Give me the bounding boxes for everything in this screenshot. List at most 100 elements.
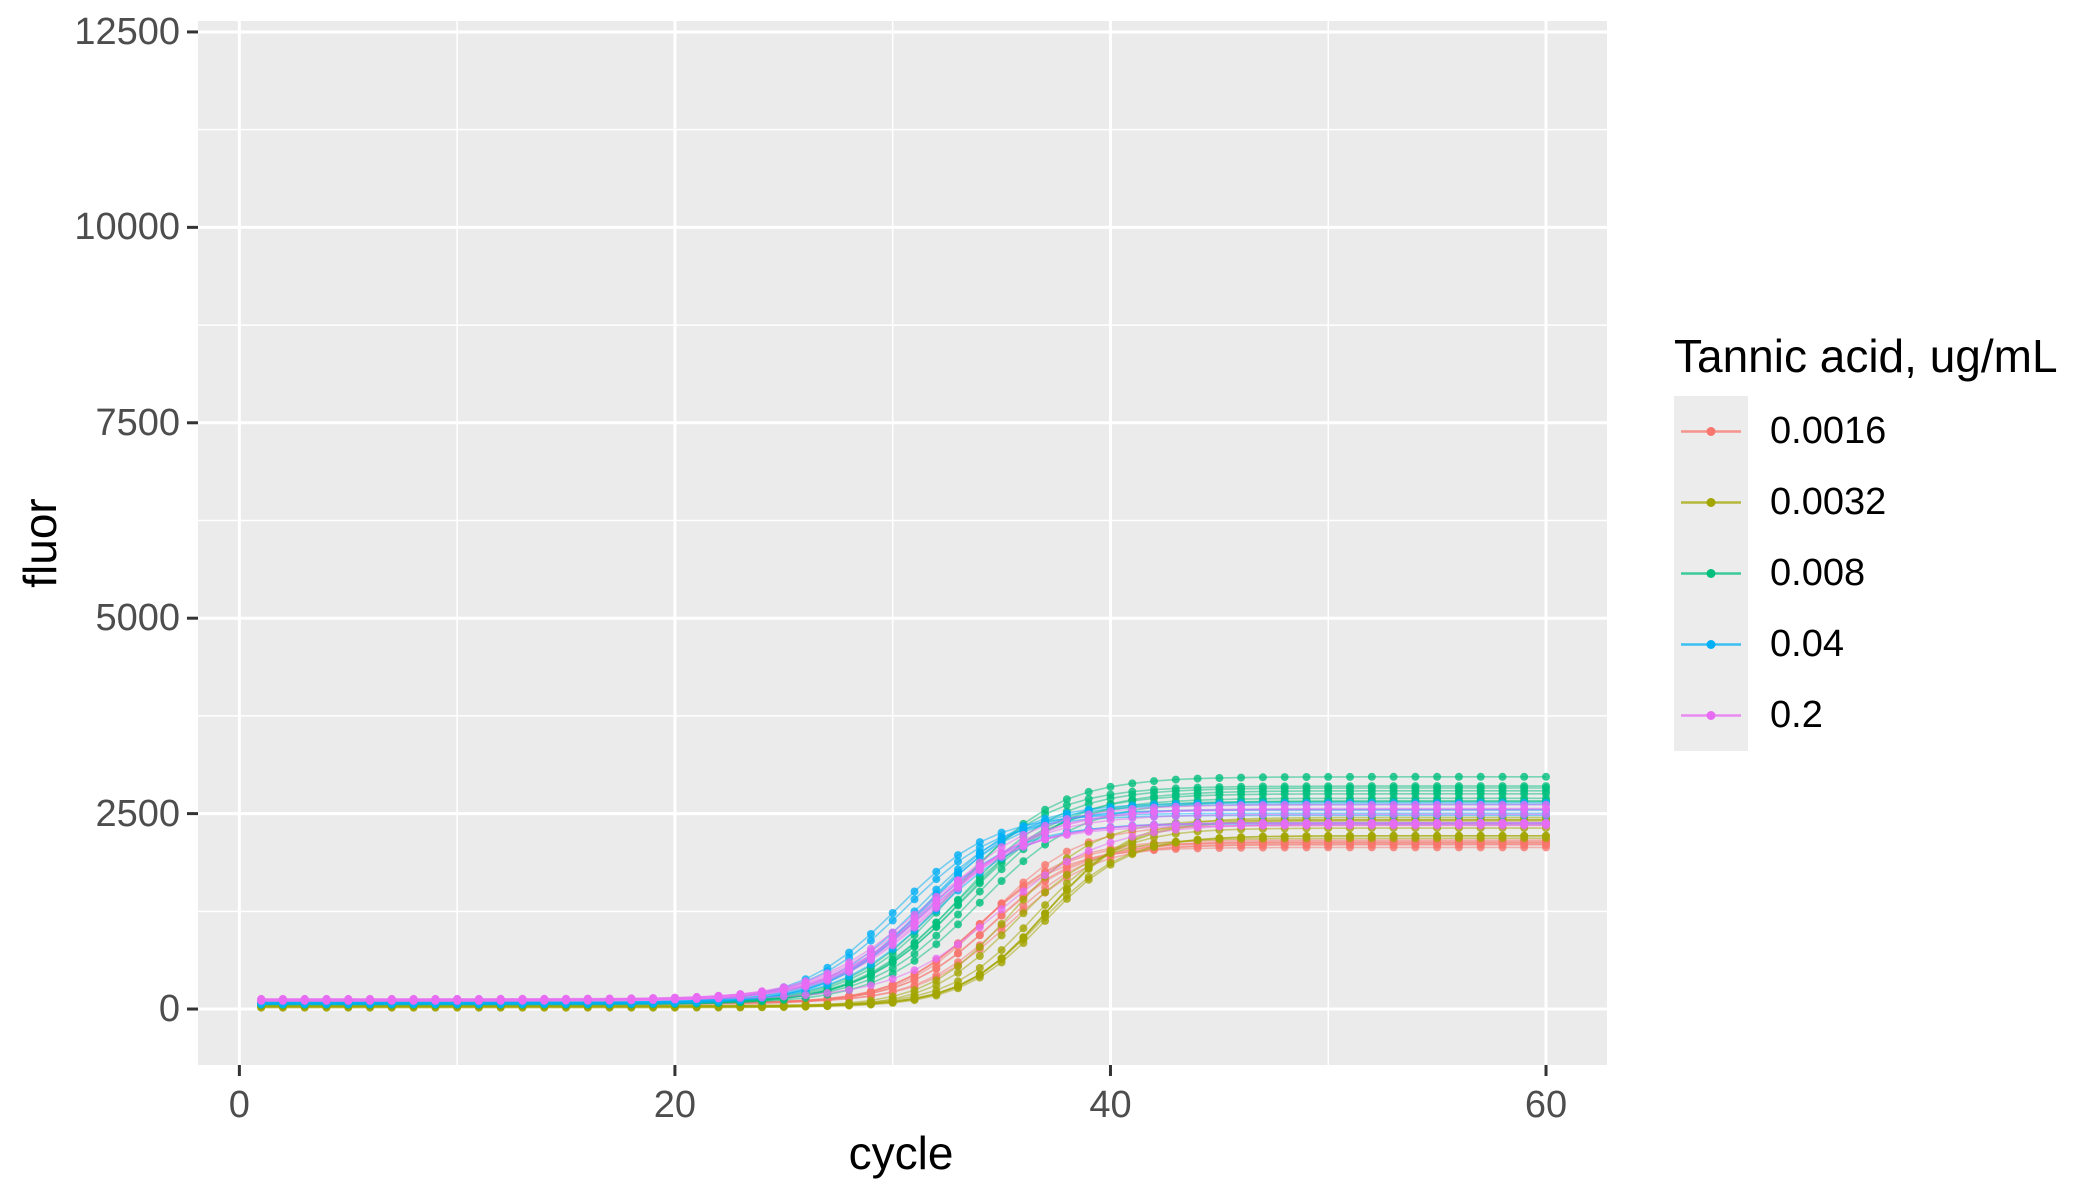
y-tick-label: 12500: [74, 10, 180, 53]
series-point: [910, 895, 919, 904]
series-point: [1258, 804, 1267, 813]
series-point: [1302, 832, 1311, 841]
series-point: [736, 991, 745, 999]
series-point: [1520, 804, 1529, 813]
series-point: [1150, 842, 1158, 851]
series-point: [997, 848, 1006, 857]
series-point: [1106, 838, 1115, 847]
series-point: [954, 895, 962, 904]
series-point: [1062, 863, 1071, 872]
series-point: [975, 964, 984, 972]
series-point: [1106, 811, 1115, 820]
series-point: [954, 882, 962, 891]
series-point: [1237, 784, 1246, 793]
series-point: [1237, 833, 1246, 842]
series-point: [1237, 773, 1246, 782]
series-point: [1062, 847, 1071, 856]
series-point: [1128, 822, 1137, 831]
series-point: [1258, 819, 1267, 828]
series-point: [1498, 831, 1507, 840]
series-point: [1302, 773, 1311, 781]
series-point: [1433, 831, 1442, 840]
series-point: [605, 994, 614, 1003]
x-tick-label: 40: [1089, 1084, 1132, 1126]
series-point: [1389, 804, 1398, 813]
series-point: [1389, 831, 1398, 840]
series-point: [1215, 819, 1224, 828]
series-point: [1128, 779, 1137, 788]
series-point: [888, 997, 897, 1006]
series-point: [954, 901, 962, 910]
series-point: [1454, 772, 1463, 781]
series-point: [1193, 774, 1202, 783]
series-point: [866, 970, 875, 979]
series-point: [1150, 807, 1158, 816]
series-point: [1302, 804, 1311, 813]
series-point: [1411, 804, 1420, 813]
series-point: [1280, 784, 1289, 793]
series-point: [954, 857, 962, 866]
series-point: [997, 920, 1006, 928]
series-point: [888, 932, 897, 940]
series-point: [823, 975, 832, 983]
series-point: [409, 995, 418, 1004]
series-point: [670, 994, 679, 1002]
legend-key: [1674, 538, 1748, 609]
series-point: [932, 931, 941, 940]
series-point: [866, 954, 875, 963]
series-point: [1542, 831, 1550, 840]
series-point: [758, 988, 766, 997]
series-point: [1454, 831, 1463, 840]
series-point: [540, 995, 549, 1004]
legend-item-label: 0.008: [1770, 552, 1866, 594]
series-point: [1433, 819, 1442, 828]
series-point: [975, 898, 984, 907]
series-point: [1324, 819, 1333, 828]
series-point: [954, 910, 962, 919]
series-point: [1019, 924, 1028, 933]
series-point: [866, 999, 875, 1008]
series-point: [387, 995, 396, 1004]
series-point: [1367, 804, 1376, 813]
series-point: [1433, 784, 1442, 792]
series-point: [866, 981, 875, 990]
series-point: [1476, 772, 1485, 781]
series-point: [910, 949, 919, 958]
series-point: [1258, 773, 1267, 782]
y-tick-label: 0: [158, 988, 180, 1031]
legend-item-label: 0.0016: [1770, 410, 1887, 452]
series-point: [1389, 819, 1398, 828]
series-point: [932, 923, 941, 932]
series-point: [932, 989, 941, 998]
series-point: [997, 877, 1006, 885]
series-point: [910, 966, 919, 975]
series-point: [1106, 782, 1115, 791]
series-point: [1150, 821, 1158, 830]
series-point: [823, 989, 832, 997]
series-point: [1542, 772, 1550, 781]
series-point: [1542, 819, 1550, 828]
series-point: [1498, 804, 1507, 813]
legend-item: 0.0016: [1674, 396, 2058, 467]
series-point: [845, 985, 854, 994]
series-point: [975, 930, 984, 939]
series-point: [1019, 895, 1028, 904]
series-point: [1041, 826, 1050, 835]
series-point: [910, 914, 919, 923]
series-point: [1346, 784, 1354, 793]
legend-item-label: 0.2: [1770, 694, 1823, 736]
series-point: [1193, 785, 1202, 794]
series-point: [1106, 823, 1115, 832]
series-point: [300, 995, 309, 1004]
series-point: [932, 867, 941, 876]
y-axis-title: fluor: [14, 498, 66, 588]
series-point: [954, 920, 962, 929]
series-point: [1193, 820, 1202, 828]
series-point: [866, 989, 875, 998]
series-point: [1084, 814, 1093, 823]
series-point: [954, 851, 962, 860]
x-tick-label: 60: [1524, 1084, 1568, 1126]
series-point: [823, 1001, 832, 1010]
series-point: [888, 975, 897, 983]
series-point: [997, 905, 1006, 914]
